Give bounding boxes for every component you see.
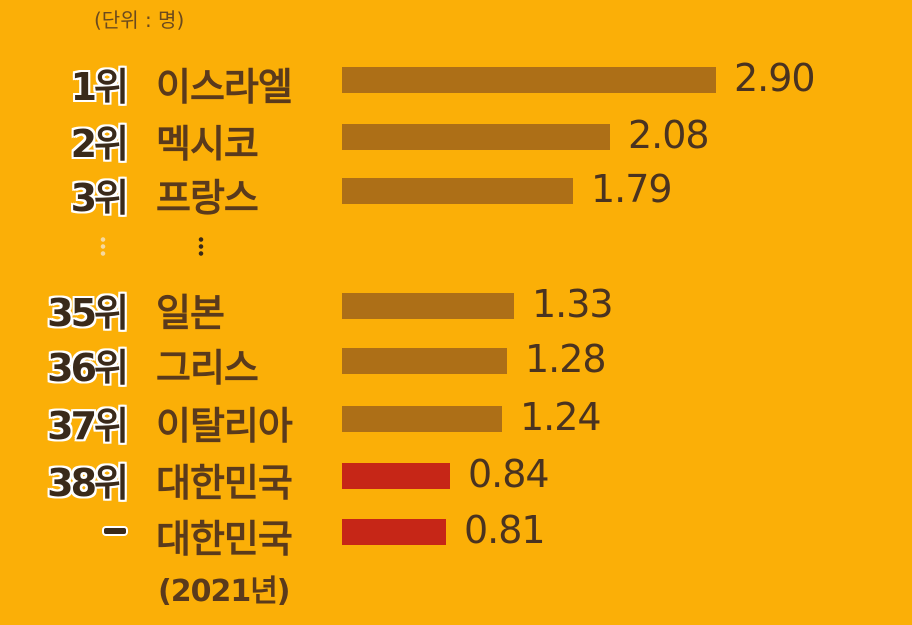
value-label: 1.28 <box>525 337 607 381</box>
bar <box>342 293 514 319</box>
country-label: 대한민국 <box>156 461 293 505</box>
value-label: 2.08 <box>628 113 710 157</box>
country-label: 프랑스 <box>156 176 259 220</box>
bar <box>342 463 450 489</box>
value-label: 0.84 <box>468 452 550 496</box>
gap-dots-rank <box>100 236 106 256</box>
dash-rank-marker <box>104 528 126 534</box>
country-label: 멕시코 <box>156 122 259 166</box>
rank-label: 3위 <box>70 176 129 220</box>
country-label: 대한민국 <box>156 517 293 561</box>
rank-label: 2위 <box>70 122 129 166</box>
bar <box>342 519 446 545</box>
country-label: 이스라엘 <box>156 65 293 109</box>
value-label: 1.24 <box>520 395 602 439</box>
value-label: 1.79 <box>591 167 673 211</box>
bar <box>342 406 502 432</box>
gap-dots-country <box>198 236 204 256</box>
bar <box>342 348 507 374</box>
country-label: 일본 <box>156 291 225 335</box>
rank-label: 37위 <box>47 404 129 448</box>
bar <box>342 124 610 150</box>
value-label: 0.81 <box>464 508 546 552</box>
country-label: 그리스 <box>156 346 259 390</box>
country-label: 이탈리아 <box>156 404 293 448</box>
year-note: (2021년) <box>158 574 291 609</box>
rank-label: 36위 <box>47 346 129 390</box>
rank-label: 35위 <box>47 291 129 335</box>
rank-label: 1위 <box>70 65 129 109</box>
value-label: 1.33 <box>532 282 614 326</box>
rank-label: 38위 <box>47 461 129 505</box>
bar <box>342 67 716 93</box>
value-label: 2.90 <box>734 56 816 100</box>
bar <box>342 178 573 204</box>
unit-label: (단위 : 명) <box>94 8 185 32</box>
